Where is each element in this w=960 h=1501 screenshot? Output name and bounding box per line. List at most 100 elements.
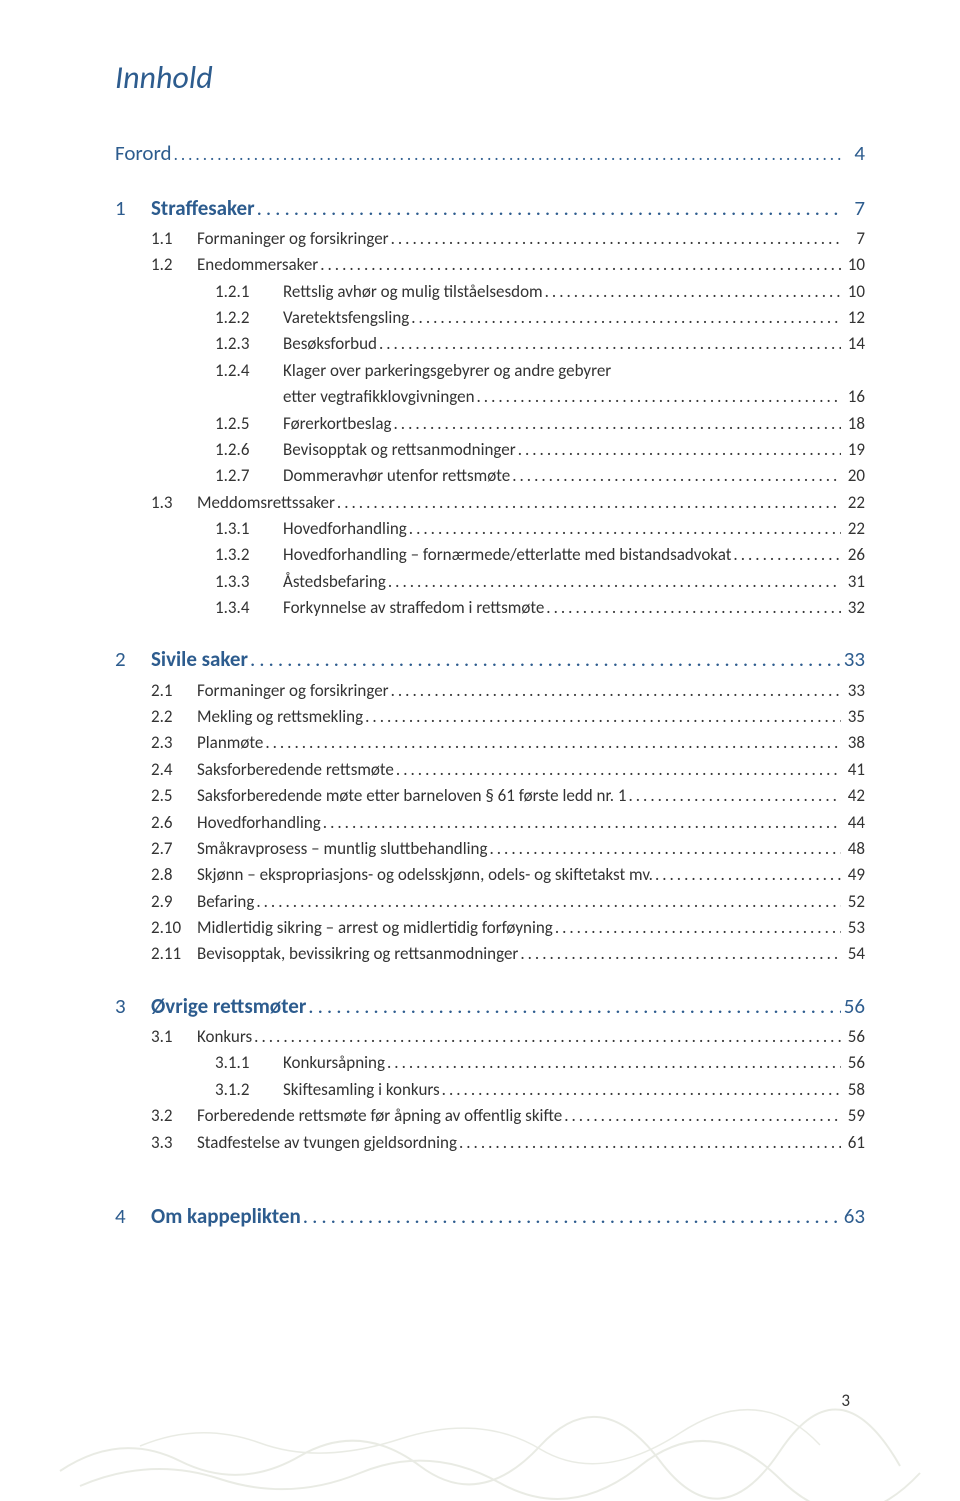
toc-row: 1.2.6Bevisopptak og rettsanmodninger19: [115, 437, 865, 463]
toc-leader-dots: [306, 990, 841, 1023]
toc-leader-dots: [321, 810, 841, 836]
toc-entry-text: Klager over parkeringsgebyrer og andre g…: [283, 358, 611, 384]
toc-leader-dots: [255, 192, 841, 225]
toc-entry-text: Åstedsbefaring: [283, 569, 386, 595]
toc-leader-dots: [335, 490, 841, 516]
toc-entry-number: 1.2.7: [115, 463, 283, 489]
toc-entry-text: Hovedforhandling – fornærmede/etterlatte…: [283, 542, 731, 568]
toc-entry-number: 2: [115, 643, 151, 676]
toc-leader-dots: [389, 226, 841, 252]
toc-entry-text: Dommeravhør utenfor rettsmøte: [283, 463, 510, 489]
toc-entry-number: 1.3.4: [115, 595, 283, 621]
toc-entry-text: Planmøte: [197, 730, 263, 756]
toc-entry-page: 19: [841, 437, 865, 463]
toc-leader-dots: [518, 941, 841, 967]
toc-leader-dots: [543, 279, 841, 305]
toc-leader-dots: [301, 1200, 841, 1233]
toc-leader-dots: [487, 836, 841, 862]
toc-entry-page: 54: [841, 941, 865, 967]
toc-entry-page: 22: [841, 490, 865, 516]
toc-row: 2.10Midlertidig sikring – arrest og midl…: [115, 915, 865, 941]
toc-entry-page: 41: [841, 757, 865, 783]
toc-entry-number: 1.2: [115, 252, 197, 278]
toc-entry-page: 35: [841, 704, 865, 730]
toc-entry-text: Formaninger og forsikringer: [197, 678, 389, 704]
toc-entry-page: 31: [841, 569, 865, 595]
toc-entry-page: 33: [841, 678, 865, 704]
toc-entry-number: 2.8: [115, 862, 197, 888]
toc-leader-dots: [553, 915, 841, 941]
toc-leader-dots: [394, 757, 841, 783]
toc-leader-dots: [389, 678, 841, 704]
toc-entry-page: 26: [841, 542, 865, 568]
toc-entry-text: Bevisopptak, bevissikring og rettsanmodn…: [197, 941, 518, 967]
toc-row: 1.2.3Besøksforbud14: [115, 331, 865, 357]
toc-entry-number: 1.2.2: [115, 305, 283, 331]
toc-entry-page: 32: [841, 595, 865, 621]
table-of-contents: Forord41Straffesaker71.1Formaninger og f…: [115, 137, 865, 1232]
toc-entry-text: Førerkortbeslag: [283, 411, 392, 437]
toc-row: 3.1Konkurs56: [115, 1024, 865, 1050]
toc-entry-text: Rettslig avhør og mulig tilståelsesdom: [283, 279, 543, 305]
toc-entry-page: 48: [841, 836, 865, 862]
toc-entry-number: 3.1.2: [115, 1077, 283, 1103]
toc-entry-text: Meddomsrettssaker: [197, 490, 335, 516]
toc-entry-page: 56: [841, 1050, 865, 1076]
toc-leader-dots: [363, 704, 841, 730]
toc-entry-page: 7: [841, 226, 865, 252]
toc-row: 3.1.2Skiftesamling i konkurs58: [115, 1077, 865, 1103]
toc-leader-dots: [409, 305, 841, 331]
toc-row: 2.11Bevisopptak, bevissikring og rettsan…: [115, 941, 865, 967]
toc-entry-number: 3.1: [115, 1024, 197, 1050]
toc-entry-text: Forberedende rettsmøte før åpning av off…: [197, 1103, 562, 1129]
toc-leader-dots: [385, 1050, 841, 1076]
toc-leader-dots: [318, 252, 841, 278]
toc-leader-dots: [457, 1130, 841, 1156]
toc-row: 2.3Planmøte38: [115, 730, 865, 756]
toc-entry-number: 2.10: [115, 915, 197, 941]
toc-entry-page: 10: [841, 252, 865, 278]
toc-leader-dots: [653, 862, 841, 888]
toc-entry-number: 1.3.1: [115, 516, 283, 542]
toc-row: 3Øvrige rettsmøter56: [115, 990, 865, 1023]
toc-entry-number: 2.3: [115, 730, 197, 756]
toc-entry-text: Straffesaker: [151, 192, 255, 225]
toc-row: 2.4Saksforberedende rettsmøte 41: [115, 757, 865, 783]
toc-entry-number: 2.1: [115, 678, 197, 704]
toc-leader-dots: [562, 1103, 841, 1129]
toc-entry-text: Hovedforhandling: [197, 810, 321, 836]
page-title: Innhold: [115, 58, 865, 97]
toc-entry-text: Varetektsfengsling: [283, 305, 409, 331]
toc-row: 3.1.1Konkursåpning56: [115, 1050, 865, 1076]
toc-leader-dots: [407, 516, 841, 542]
toc-row: 3.2Forberedende rettsmøte før åpning av …: [115, 1103, 865, 1129]
toc-entry-number: 2.4: [115, 757, 197, 783]
toc-entry-text: Mekling og rettsmekling: [197, 704, 363, 730]
toc-row: etter vegtrafikklovgivningen16: [115, 384, 865, 410]
toc-row: 1.3Meddomsrettssaker 22: [115, 490, 865, 516]
toc-leader-dots: [263, 730, 841, 756]
toc-entry-page: 61: [841, 1130, 865, 1156]
toc-entry-number: Forord: [115, 137, 172, 170]
toc-entry-number: 2.11: [115, 941, 197, 967]
toc-entry-page: 44: [841, 810, 865, 836]
toc-entry-text: Saksforberedende møte etter barneloven §…: [197, 783, 626, 809]
toc-entry-text: Befaring: [197, 889, 254, 915]
toc-entry-text: Øvrige rettsmøter: [151, 990, 306, 1023]
toc-row: 2.1Formaninger og forsikringer 33: [115, 678, 865, 704]
toc-row: 2.6Hovedforhandling 44: [115, 810, 865, 836]
toc-entry-number: 1.2.3: [115, 331, 283, 357]
toc-entry-text: Midlertidig sikring – arrest og midlerti…: [197, 915, 553, 941]
toc-leader-dots: [392, 411, 842, 437]
toc-entry-number: 2.6: [115, 810, 197, 836]
toc-entry-number: 1.2.4: [115, 358, 283, 384]
toc-entry-text: Konkurs: [197, 1024, 252, 1050]
toc-entry-page: 14: [841, 331, 865, 357]
toc-entry-number: 1.3: [115, 490, 197, 516]
toc-row: 1.2.1Rettslig avhør og mulig tilståelses…: [115, 279, 865, 305]
toc-entry-text: Enedommersaker: [197, 252, 318, 278]
handwriting-decoration: [0, 1401, 960, 1501]
toc-entry-text: Saksforberedende rettsmøte: [197, 757, 394, 783]
toc-entry-number: 1.3.3: [115, 569, 283, 595]
toc-entry-page: 49: [841, 862, 865, 888]
